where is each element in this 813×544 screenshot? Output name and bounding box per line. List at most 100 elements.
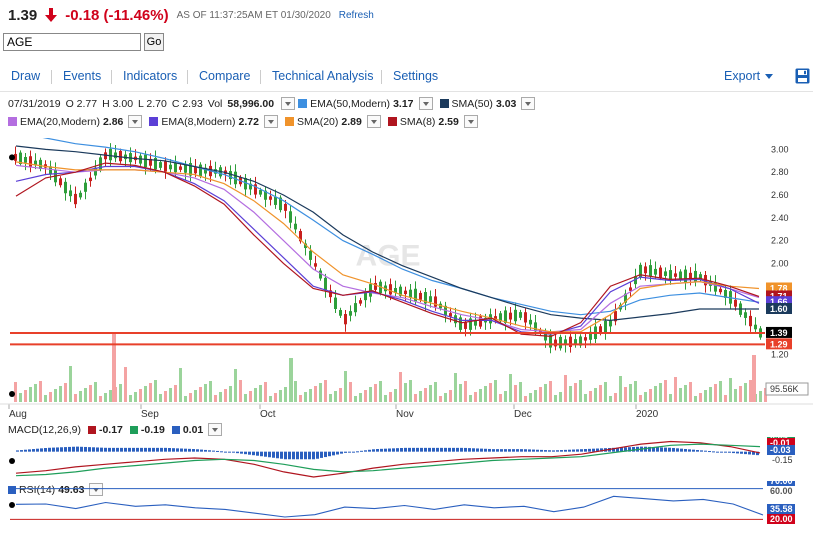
chevron-down-icon	[212, 427, 219, 432]
ma-line-ema-50-modern-	[42, 138, 760, 316]
macd-histogram-bar	[508, 449, 511, 452]
macd-histogram-bar	[220, 451, 223, 453]
volume-bar	[284, 387, 287, 402]
volume-bar	[499, 394, 502, 402]
ema50-dropdown[interactable]	[418, 97, 433, 110]
rsi-tag-label: 60.00	[770, 486, 793, 496]
candle-body	[249, 183, 252, 190]
candle-body	[394, 288, 397, 293]
candle-body	[259, 190, 262, 195]
price-tag	[766, 338, 792, 350]
candle-body	[114, 152, 117, 159]
price-chart[interactable]: 3.002.802.602.402.202.001.801.601.401.20…	[0, 138, 813, 420]
rsi-line	[15, 495, 764, 518]
x-axis-label: Nov	[396, 409, 414, 420]
legend-open: O 2.77	[65, 97, 98, 110]
rsi-label: RSI(14)	[19, 483, 56, 496]
macd-histogram-bar	[272, 451, 275, 458]
candle-body	[659, 267, 662, 278]
menu-compare[interactable]: Compare	[199, 69, 251, 83]
candle-body	[724, 289, 727, 298]
macd-histogram-bar	[336, 451, 339, 455]
menu-technical-analysis[interactable]: Technical Analysis	[272, 69, 374, 83]
legend-sma8[interactable]: SMA(8) 2.59	[387, 115, 478, 128]
macd-histogram-bar	[580, 449, 583, 452]
refresh-link[interactable]: Refresh	[338, 9, 374, 21]
macd-histogram-bar	[208, 450, 211, 452]
volume-bar	[649, 389, 652, 402]
macd-histogram-bar	[156, 447, 159, 452]
volume-bar	[484, 386, 487, 402]
volume-bar	[669, 394, 672, 402]
volume-bar	[144, 386, 147, 402]
rsi-dropdown[interactable]	[89, 483, 104, 496]
save-disk-icon[interactable]	[795, 68, 810, 84]
sma20-dropdown[interactable]	[366, 115, 381, 128]
sma50-dropdown[interactable]	[521, 97, 536, 110]
menu-draw[interactable]: Draw	[11, 69, 41, 83]
volume-bar	[689, 382, 692, 402]
candle-body	[644, 266, 647, 274]
price-tag	[766, 326, 792, 338]
legend-ema50[interactable]: EMA(50,Modern) 3.17	[298, 97, 433, 110]
macd-histogram-bar	[104, 447, 107, 452]
volume-bar	[349, 382, 352, 402]
symbol-input[interactable]	[3, 33, 141, 51]
menu-indicators[interactable]: Indicators	[123, 69, 178, 83]
legend-dropdown[interactable]	[281, 97, 296, 110]
go-button[interactable]: Go	[144, 33, 164, 51]
macd-histogram-bar	[56, 447, 59, 452]
macd-dot	[9, 458, 15, 464]
volume-bar	[674, 377, 677, 402]
chevron-down-icon	[132, 119, 139, 124]
volume-bar	[604, 382, 607, 402]
legend-volume-label: Vol	[207, 97, 223, 110]
candle-body	[329, 290, 332, 298]
export-menu[interactable]: Export	[724, 69, 774, 83]
macd-tag	[767, 438, 795, 448]
macd-histogram-bar	[588, 448, 591, 452]
macd-histogram-bar	[368, 449, 371, 452]
macd-histogram-bar	[140, 447, 143, 452]
candle-body	[614, 311, 617, 322]
macd-histogram-bar	[228, 451, 231, 453]
macd-histogram-bar	[736, 451, 739, 454]
legend-ema20[interactable]: EMA(20,Modern) 2.86	[8, 115, 143, 128]
candle-body	[754, 324, 757, 330]
volume-bar	[634, 381, 637, 402]
rsi-tag-label: 20.00	[770, 514, 793, 524]
macd-histogram-bar	[564, 449, 567, 452]
candle-body	[14, 153, 17, 161]
legend-sma50[interactable]: SMA(50) 3.03	[439, 97, 536, 110]
rsi-tag-label: 35.58	[770, 504, 793, 514]
volume-bar	[269, 396, 272, 402]
candle-body	[214, 169, 217, 174]
menu-settings[interactable]: Settings	[393, 69, 439, 83]
macd-dropdown[interactable]	[208, 423, 223, 436]
legend-ema8[interactable]: EMA(8,Modern) 2.72	[149, 115, 278, 128]
color-swatch	[171, 425, 180, 434]
macd-histogram-bar	[88, 447, 91, 452]
macd-histogram-bar	[160, 447, 163, 452]
legend-sma20[interactable]: SMA(20) 2.89	[284, 115, 381, 128]
ema8-dropdown[interactable]	[263, 115, 278, 128]
candle-body	[269, 196, 272, 200]
candle-body	[479, 316, 482, 327]
macd-value: -0.17	[98, 423, 123, 436]
macd-histogram-bar	[348, 451, 351, 453]
start-dot	[9, 154, 15, 161]
macd-histogram-bar	[448, 447, 451, 452]
ema20-dropdown[interactable]	[128, 115, 143, 128]
macd-histogram-bar	[592, 448, 595, 452]
sma8-dropdown[interactable]	[463, 115, 478, 128]
macd-histogram-bar	[344, 451, 347, 453]
candle-body	[154, 157, 157, 170]
macd-histogram-bar	[436, 447, 439, 452]
macd-histogram-bar	[648, 446, 651, 452]
macd-chart[interactable]: 0.04-0.01-0.03-0.15	[0, 437, 813, 479]
color-swatch	[87, 425, 96, 434]
menu-events[interactable]: Events	[63, 69, 102, 83]
macd-histogram-bar	[532, 449, 535, 452]
color-swatch	[8, 117, 17, 126]
